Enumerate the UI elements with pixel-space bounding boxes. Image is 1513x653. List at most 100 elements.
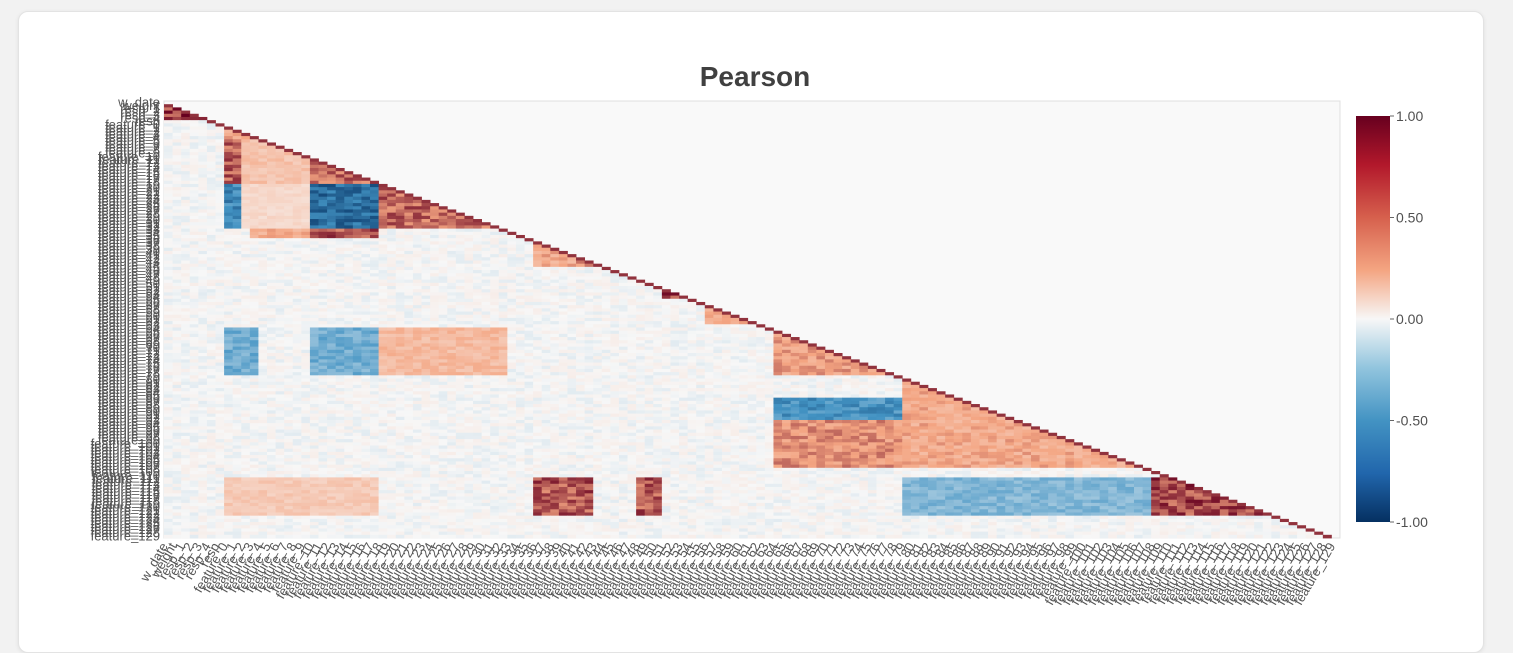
heatmap-cell bbox=[679, 298, 689, 303]
heatmap-cell bbox=[198, 263, 208, 268]
heatmap-cell bbox=[464, 343, 474, 348]
heatmap-cell bbox=[696, 330, 706, 335]
heatmap-cell bbox=[206, 155, 216, 159]
heatmap-cell bbox=[370, 337, 379, 341]
heatmap-cell bbox=[224, 292, 234, 296]
heatmap-cell bbox=[318, 381, 328, 386]
heatmap-cell bbox=[181, 212, 191, 217]
heatmap-cell bbox=[593, 263, 603, 268]
heatmap-cell bbox=[481, 314, 491, 319]
heatmap-cell bbox=[507, 270, 517, 274]
heatmap-cell bbox=[224, 305, 234, 309]
heatmap-cell bbox=[292, 203, 302, 207]
heatmap-cell bbox=[696, 337, 706, 341]
heatmap-cell bbox=[541, 375, 551, 379]
heatmap-cell bbox=[893, 400, 903, 405]
heatmap-cell bbox=[387, 257, 397, 261]
heatmap-cell bbox=[284, 368, 294, 373]
heatmap-cell bbox=[395, 324, 405, 328]
heatmap-cell bbox=[387, 270, 397, 274]
heatmap-cell bbox=[361, 397, 371, 402]
heatmap-cell bbox=[533, 346, 543, 351]
heatmap-cell bbox=[593, 311, 603, 316]
heatmap-cell bbox=[327, 244, 337, 249]
heatmap-cell bbox=[352, 362, 362, 367]
heatmap-cell bbox=[421, 397, 431, 402]
heatmap-cell bbox=[224, 266, 234, 271]
heatmap-cell bbox=[464, 238, 474, 242]
heatmap-cell bbox=[507, 324, 517, 328]
heatmap-cell bbox=[189, 410, 199, 414]
heatmap-cell bbox=[533, 276, 543, 281]
heatmap-cell bbox=[927, 400, 937, 405]
heatmap-cell bbox=[498, 372, 508, 376]
heatmap-cell bbox=[404, 365, 414, 370]
heatmap-cell bbox=[249, 317, 259, 322]
heatmap-cell bbox=[902, 400, 912, 405]
heatmap-cell bbox=[601, 410, 611, 414]
heatmap-cell bbox=[833, 397, 843, 402]
heatmap-cell bbox=[627, 324, 637, 328]
heatmap-cell bbox=[653, 295, 663, 300]
heatmap-cell bbox=[249, 231, 259, 236]
heatmap-cell bbox=[181, 193, 191, 198]
heatmap-cell bbox=[361, 400, 371, 405]
heatmap-cell bbox=[515, 273, 525, 277]
heatmap-cell bbox=[618, 346, 628, 351]
heatmap-cell bbox=[395, 231, 405, 236]
heatmap-cell bbox=[198, 145, 208, 150]
heatmap-cell bbox=[241, 139, 251, 143]
heatmap-cell bbox=[395, 388, 405, 392]
heatmap-cell bbox=[473, 365, 482, 370]
heatmap-cell bbox=[224, 263, 234, 268]
heatmap-cell bbox=[344, 193, 354, 198]
heatmap-cell bbox=[558, 263, 568, 268]
heatmap-cell bbox=[507, 330, 517, 335]
heatmap-cell bbox=[438, 212, 448, 217]
heatmap-cell bbox=[807, 410, 817, 414]
heatmap-cell bbox=[661, 407, 671, 411]
heatmap-cell bbox=[421, 222, 431, 226]
heatmap-cell bbox=[876, 410, 886, 414]
heatmap-cell bbox=[284, 384, 294, 389]
heatmap-cell bbox=[198, 254, 208, 258]
heatmap-cell bbox=[515, 404, 525, 408]
heatmap-cell bbox=[490, 416, 500, 421]
heatmap-cell bbox=[438, 410, 448, 414]
heatmap-cell bbox=[533, 340, 543, 344]
heatmap-cell bbox=[164, 317, 173, 322]
heatmap-cell bbox=[164, 113, 173, 118]
heatmap-cell bbox=[799, 343, 809, 348]
heatmap-cell bbox=[704, 404, 714, 408]
heatmap-cell bbox=[833, 378, 843, 383]
heatmap-cell bbox=[284, 298, 294, 303]
heatmap-cell bbox=[370, 378, 379, 383]
heatmap-cell bbox=[335, 199, 345, 204]
heatmap-cell bbox=[344, 228, 354, 233]
heatmap-cell bbox=[567, 349, 577, 354]
heatmap-cell bbox=[412, 231, 422, 236]
heatmap-cell bbox=[232, 132, 242, 137]
heatmap-cell bbox=[301, 193, 311, 198]
heatmap-cell bbox=[498, 394, 508, 399]
heatmap-cell bbox=[335, 378, 345, 383]
heatmap-cell bbox=[927, 394, 937, 399]
heatmap-cell bbox=[241, 301, 251, 306]
heatmap-cell bbox=[430, 276, 440, 281]
heatmap-cell bbox=[876, 413, 886, 418]
heatmap-cell bbox=[241, 234, 251, 239]
heatmap-cell bbox=[593, 305, 603, 309]
heatmap-cell bbox=[412, 346, 422, 351]
heatmap-cell bbox=[241, 375, 251, 379]
heatmap-cell bbox=[309, 187, 319, 191]
heatmap-cell bbox=[593, 298, 603, 303]
heatmap-cell bbox=[172, 164, 182, 169]
heatmap-cell bbox=[721, 410, 731, 414]
heatmap-cell bbox=[541, 381, 551, 386]
heatmap-cell bbox=[885, 372, 895, 376]
heatmap-cell bbox=[318, 305, 328, 309]
heatmap-cell bbox=[395, 215, 405, 220]
heatmap-cell bbox=[224, 375, 234, 379]
heatmap-cell bbox=[267, 400, 276, 405]
heatmap-cell bbox=[318, 378, 328, 383]
